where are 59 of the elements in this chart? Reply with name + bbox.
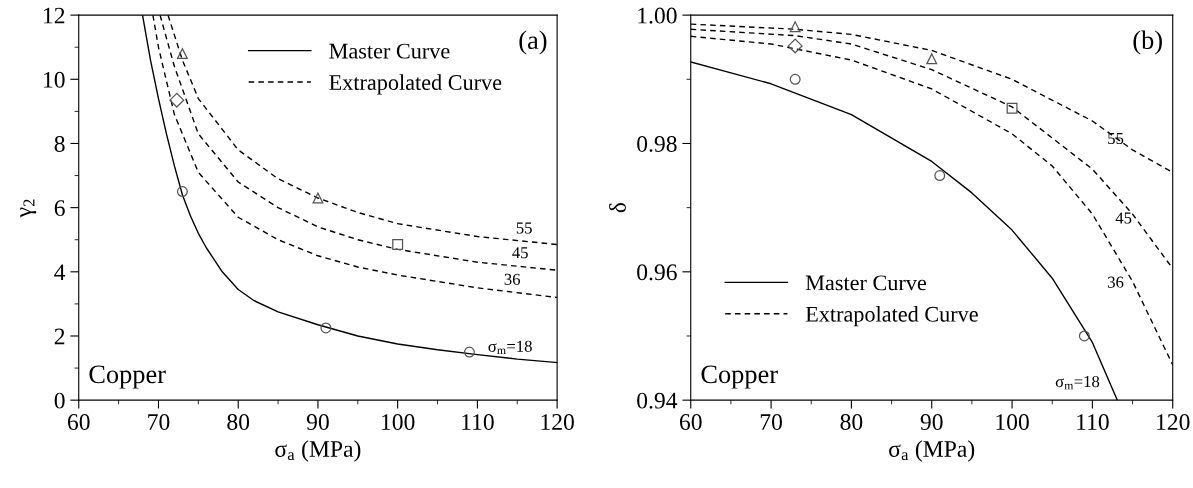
- y-tick-label: 6: [54, 200, 65, 217]
- y-tick-label: 12: [44, 7, 65, 24]
- annotation: 45: [512, 247, 528, 259]
- point: [169, 92, 185, 108]
- x-tick-label: 90: [920, 414, 943, 430]
- x-tick-label: 120: [541, 414, 574, 430]
- y-tick-label: 1.00: [638, 7, 677, 24]
- x-tick-label: 120: [1157, 414, 1190, 430]
- point: [176, 186, 188, 198]
- y-tick-label: 0.98: [637, 135, 677, 152]
- legend-label: Extrapolated Curve: [805, 306, 978, 327]
- point: [787, 38, 803, 54]
- point: [176, 48, 188, 60]
- x-axis-title: σ$_{a}$ (MPa): [889, 440, 975, 462]
- annotation: (b): [1133, 30, 1162, 55]
- y-tick-label: 0: [54, 392, 65, 409]
- point: [392, 239, 404, 251]
- x-tick-label: 70: [148, 414, 170, 430]
- annotation: 36: [1108, 276, 1124, 288]
- y-tick-label: 10: [44, 71, 65, 88]
- x-axis-title: σ$_{a}$ (MPa): [275, 440, 361, 462]
- annotation: σ$_{m}$=18: [488, 340, 532, 355]
- point: [934, 170, 946, 182]
- annotation: 55: [1108, 132, 1124, 145]
- y-tick-label: 0.96: [637, 264, 677, 281]
- y-axis-title: δ: [609, 202, 626, 213]
- legend-label: Master Curve: [329, 43, 450, 59]
- x-tick-label: 70: [760, 414, 782, 430]
- point: [789, 21, 801, 33]
- y-tick-label: 4: [54, 264, 66, 281]
- y-axis-title: γ$_{2}$: [20, 199, 37, 218]
- x-tick-label: 80: [840, 414, 863, 430]
- point: [1006, 102, 1018, 114]
- annotation: σ$_{m}$=18: [1055, 375, 1100, 390]
- point: [1078, 330, 1090, 342]
- annotation: 55: [516, 222, 532, 234]
- x-tick-label: 60: [679, 414, 702, 430]
- point: [463, 346, 475, 358]
- y-tick-label: 0.94: [637, 392, 678, 409]
- point: [926, 53, 938, 65]
- y-tick-label: 8: [54, 135, 65, 152]
- annotation: Copper: [89, 365, 166, 389]
- x-tick-label: 110: [462, 414, 494, 430]
- point: [320, 322, 332, 334]
- x-tick-label: 100: [996, 414, 1029, 430]
- y-tick-label: 2: [54, 328, 65, 345]
- point: [312, 192, 324, 204]
- annotation: (a): [519, 30, 547, 55]
- x-tick-label: 100: [382, 414, 415, 430]
- x-tick-label: 60: [67, 414, 90, 430]
- annotation: 36: [504, 273, 521, 285]
- legend-label: Extrapolated Curve: [329, 74, 502, 95]
- annotation: 45: [1115, 212, 1132, 224]
- legend-label: Master Curve: [805, 275, 927, 291]
- annotation: Copper: [701, 365, 778, 389]
- point: [789, 73, 801, 85]
- x-tick-label: 90: [306, 414, 329, 430]
- x-tick-label: 110: [1077, 414, 1109, 430]
- x-tick-label: 80: [227, 414, 250, 430]
